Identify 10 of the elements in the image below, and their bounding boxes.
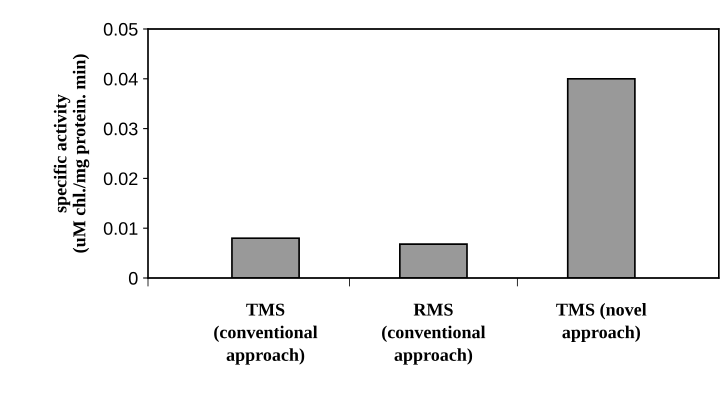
y-tick-label: 0	[128, 272, 138, 285]
y-tick-label: 0.01	[104, 222, 138, 235]
y-tick-label: 0.04	[104, 72, 138, 86]
x-tick-label: TMS (conventional approach)	[214, 304, 318, 365]
x-tick-label: TMS (novel approach)	[556, 303, 646, 342]
y-tick-label: 0.03	[104, 122, 138, 136]
y-tick-label: 0.02	[104, 172, 138, 186]
y-tick-label: 0.05	[104, 22, 138, 36]
x-tick-label: RMS (conventional approach)	[382, 304, 486, 365]
y-axis-title: specific activity (uM chl./mg protein. min)	[54, 54, 90, 253]
